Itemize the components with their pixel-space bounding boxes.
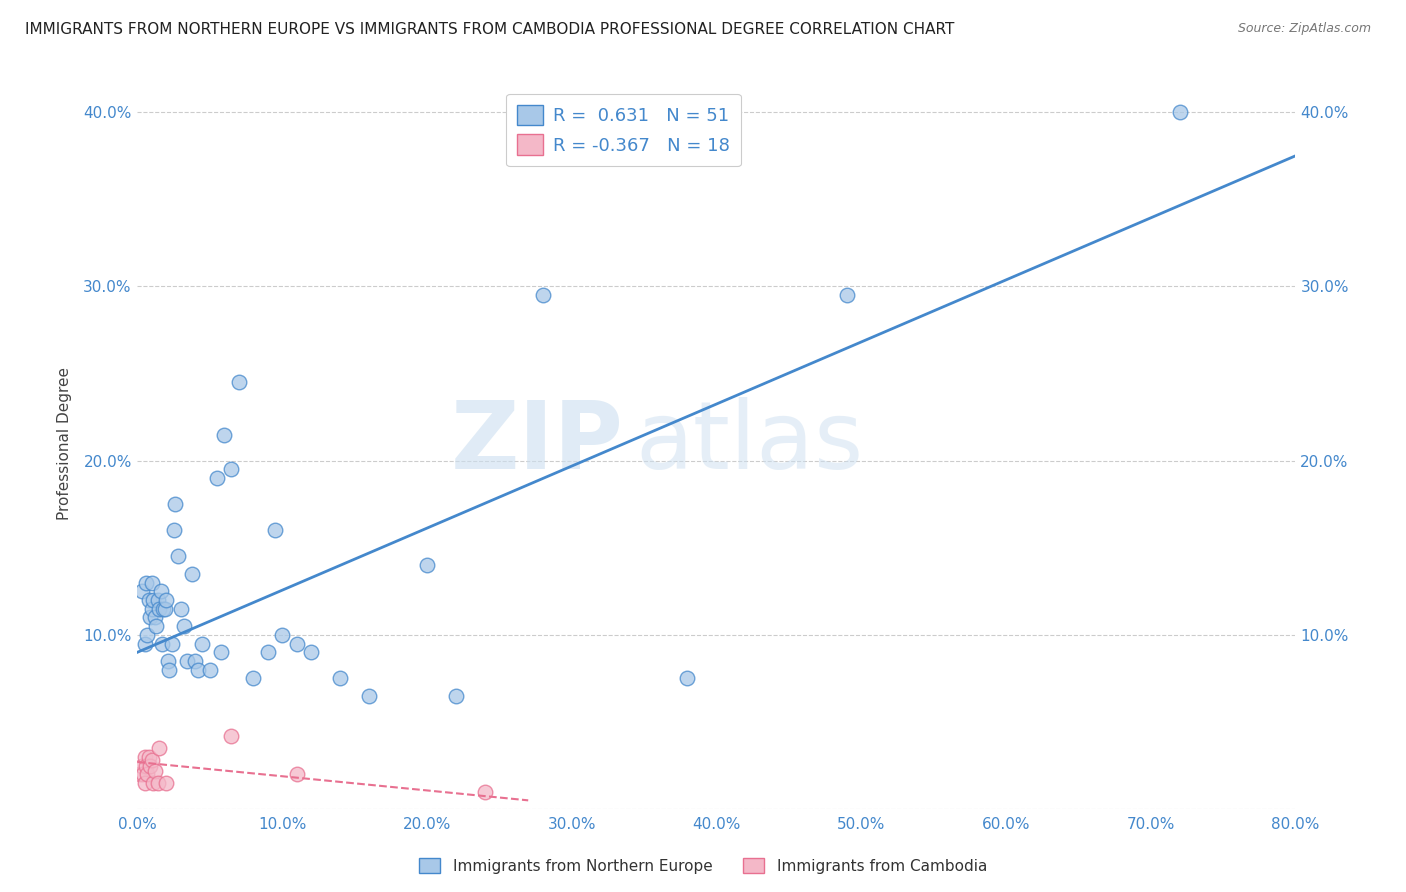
Point <box>531 288 554 302</box>
Point <box>167 549 190 564</box>
Point <box>676 672 699 686</box>
Point <box>212 427 235 442</box>
Point <box>176 654 198 668</box>
Point <box>357 689 380 703</box>
Point <box>148 601 170 615</box>
Point <box>146 776 169 790</box>
Point <box>129 767 152 781</box>
Point <box>153 601 176 615</box>
Point <box>134 749 156 764</box>
Point <box>173 619 195 633</box>
Point <box>139 758 162 772</box>
Point <box>242 672 264 686</box>
Point <box>134 776 156 790</box>
Point <box>416 558 439 573</box>
Point <box>329 672 352 686</box>
Point <box>138 749 160 764</box>
Point <box>209 645 232 659</box>
Point <box>271 628 294 642</box>
Point <box>143 764 166 778</box>
Text: Source: ZipAtlas.com: Source: ZipAtlas.com <box>1237 22 1371 36</box>
Point <box>157 663 180 677</box>
Point <box>149 584 172 599</box>
Point <box>145 619 167 633</box>
Point <box>835 288 858 302</box>
Y-axis label: Professional Degree: Professional Degree <box>58 367 72 520</box>
Point <box>132 767 155 781</box>
Point <box>152 601 174 615</box>
Point <box>285 767 308 781</box>
Legend: R =  0.631   N = 51, R = -0.367   N = 18: R = 0.631 N = 51, R = -0.367 N = 18 <box>506 94 741 166</box>
Point <box>156 654 179 668</box>
Point <box>228 376 250 390</box>
Point <box>444 689 467 703</box>
Point <box>141 601 163 615</box>
Point <box>131 584 153 599</box>
Text: IMMIGRANTS FROM NORTHERN EUROPE VS IMMIGRANTS FROM CAMBODIA PROFESSIONAL DEGREE : IMMIGRANTS FROM NORTHERN EUROPE VS IMMIG… <box>25 22 955 37</box>
Point <box>146 593 169 607</box>
Point <box>138 593 160 607</box>
Point <box>135 758 157 772</box>
Point <box>263 524 285 538</box>
Point <box>285 637 308 651</box>
Point <box>187 663 209 677</box>
Point <box>198 663 221 677</box>
Point <box>1168 105 1191 120</box>
Point <box>205 471 228 485</box>
Point <box>150 637 173 651</box>
Point <box>221 729 243 743</box>
Point <box>160 637 183 651</box>
Point <box>181 566 204 581</box>
Point <box>155 776 177 790</box>
Point <box>155 593 177 607</box>
Point <box>131 758 153 772</box>
Point <box>474 784 496 798</box>
Point <box>170 601 193 615</box>
Point <box>221 462 243 476</box>
Point <box>299 645 322 659</box>
Text: ZIP: ZIP <box>451 397 624 489</box>
Point <box>139 610 162 624</box>
Point <box>142 593 165 607</box>
Point <box>136 628 159 642</box>
Point <box>134 637 156 651</box>
Point <box>163 497 186 511</box>
Point <box>191 637 214 651</box>
Text: atlas: atlas <box>636 397 863 489</box>
Point <box>184 654 207 668</box>
Point <box>143 610 166 624</box>
Point <box>141 753 163 767</box>
Point <box>141 575 163 590</box>
Point <box>148 741 170 756</box>
Point <box>162 524 184 538</box>
Legend: Immigrants from Northern Europe, Immigrants from Cambodia: Immigrants from Northern Europe, Immigra… <box>413 852 993 880</box>
Point <box>136 767 159 781</box>
Point <box>256 645 278 659</box>
Point <box>142 776 165 790</box>
Point <box>135 575 157 590</box>
